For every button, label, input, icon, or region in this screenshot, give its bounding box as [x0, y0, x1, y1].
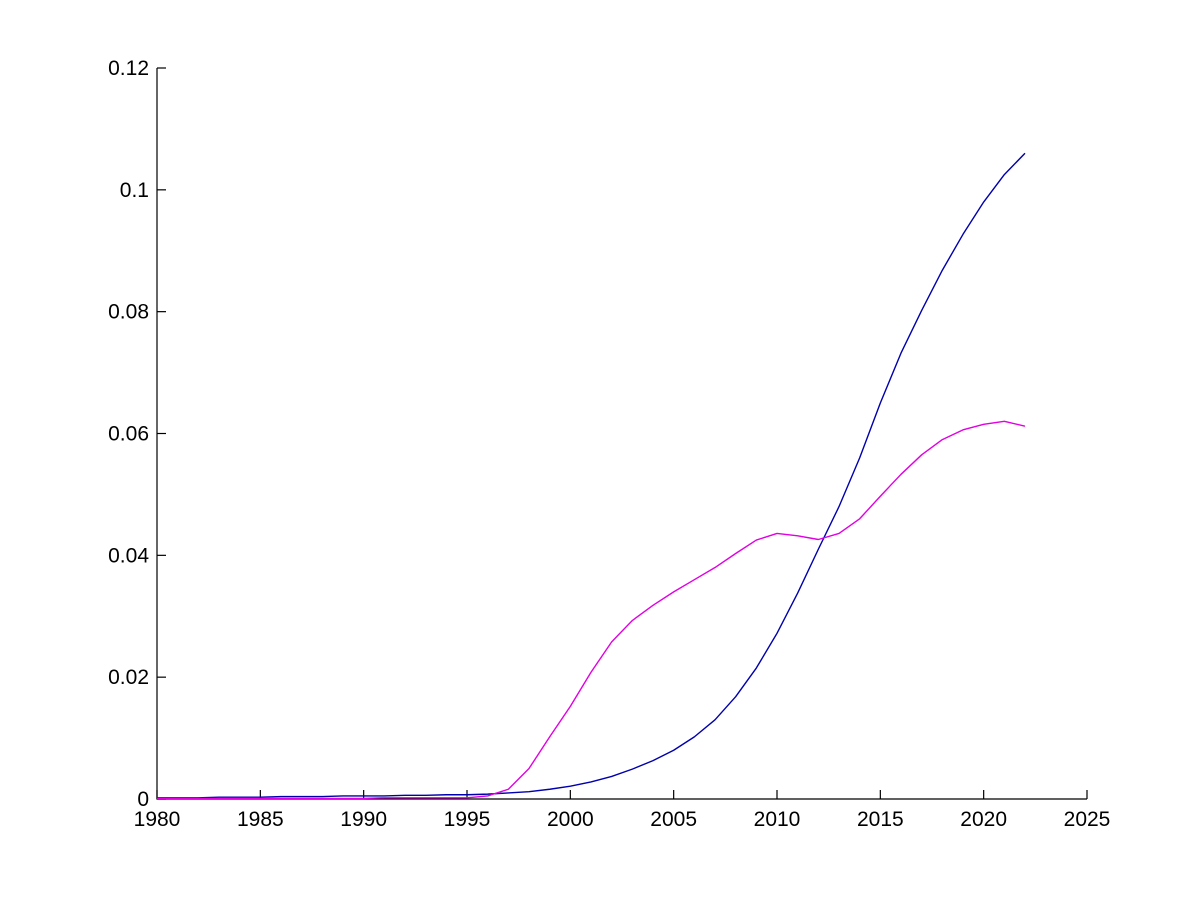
- axis-lines: [156, 68, 1087, 800]
- series-2-magenta-line: [157, 420, 1026, 800]
- y-tick-label: 0.1: [120, 179, 149, 202]
- x-tick-label: 1980: [134, 808, 181, 831]
- y-tick-label: 0.08: [108, 301, 149, 324]
- axis-ticks: [156, 67, 1088, 800]
- y-tick-label: 0.12: [108, 57, 149, 80]
- x-tick-label: 2020: [960, 808, 1007, 831]
- x-tick-label: 2015: [857, 808, 904, 831]
- x-tick-label: 2000: [547, 808, 594, 831]
- x-tick-label: 1985: [237, 808, 284, 831]
- series-1-dark-blue-line: [157, 152, 1026, 799]
- data-series: [157, 152, 1026, 800]
- y-tick-label: 0: [137, 788, 149, 811]
- x-tick-label: 1990: [340, 808, 387, 831]
- axis-tick-labels: 1980 1985 1990 1995 2000 2005 2010 2015 2020 2025…: [108, 57, 1110, 831]
- x-tick-label: 2010: [754, 808, 801, 831]
- y-tick-label: 0.02: [108, 666, 149, 689]
- axes: [156, 68, 1087, 800]
- y-tick-label: 0.04: [108, 544, 149, 567]
- x-tick-label: 2025: [1064, 808, 1111, 831]
- y-tick-label: 0.06: [108, 423, 149, 446]
- x-tick-label: 1995: [444, 808, 491, 831]
- x-tick-label: 2005: [650, 808, 697, 831]
